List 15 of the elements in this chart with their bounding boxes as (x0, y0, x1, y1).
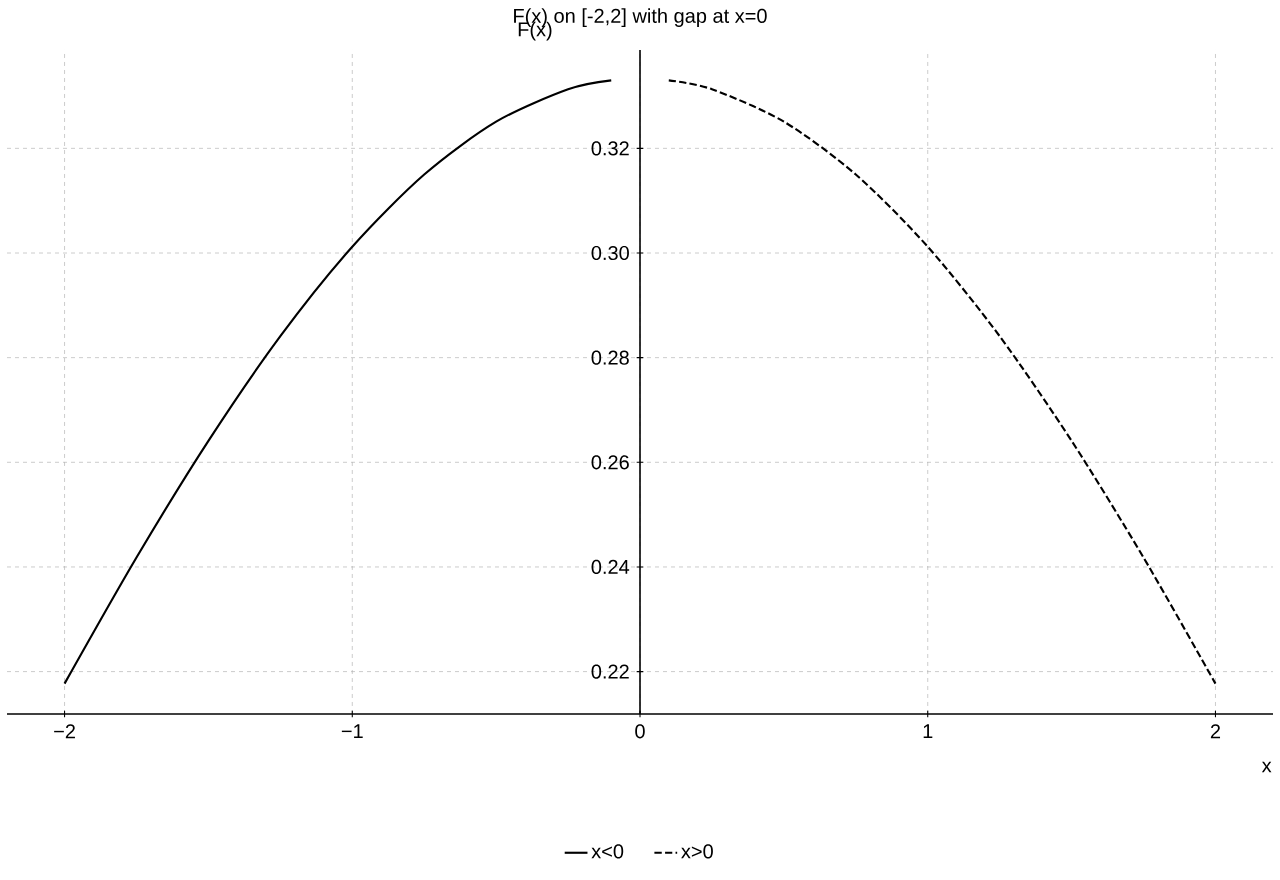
x-tick-label: −1 (341, 724, 363, 739)
x-tick-label: −2 (54, 724, 75, 739)
x-tick-label: 1 (923, 724, 933, 739)
legend-label: x>0 (681, 844, 713, 859)
legend-label: x<0 (591, 844, 624, 859)
y-tick-label: 0.30 (591, 245, 629, 261)
x-tick-label: 0 (635, 724, 645, 739)
y-tick-label: 0.28 (591, 350, 629, 365)
y-tick-label: 0.22 (591, 664, 629, 679)
y-tick-label: 0.32 (591, 141, 629, 156)
x-axis-title: x (1261, 761, 1272, 773)
y-tick-label: 0.24 (591, 559, 630, 575)
line-series (667, 79, 1217, 685)
y-tick-label: 0.26 (591, 455, 629, 470)
x-tick-label: 2 (1210, 724, 1221, 739)
